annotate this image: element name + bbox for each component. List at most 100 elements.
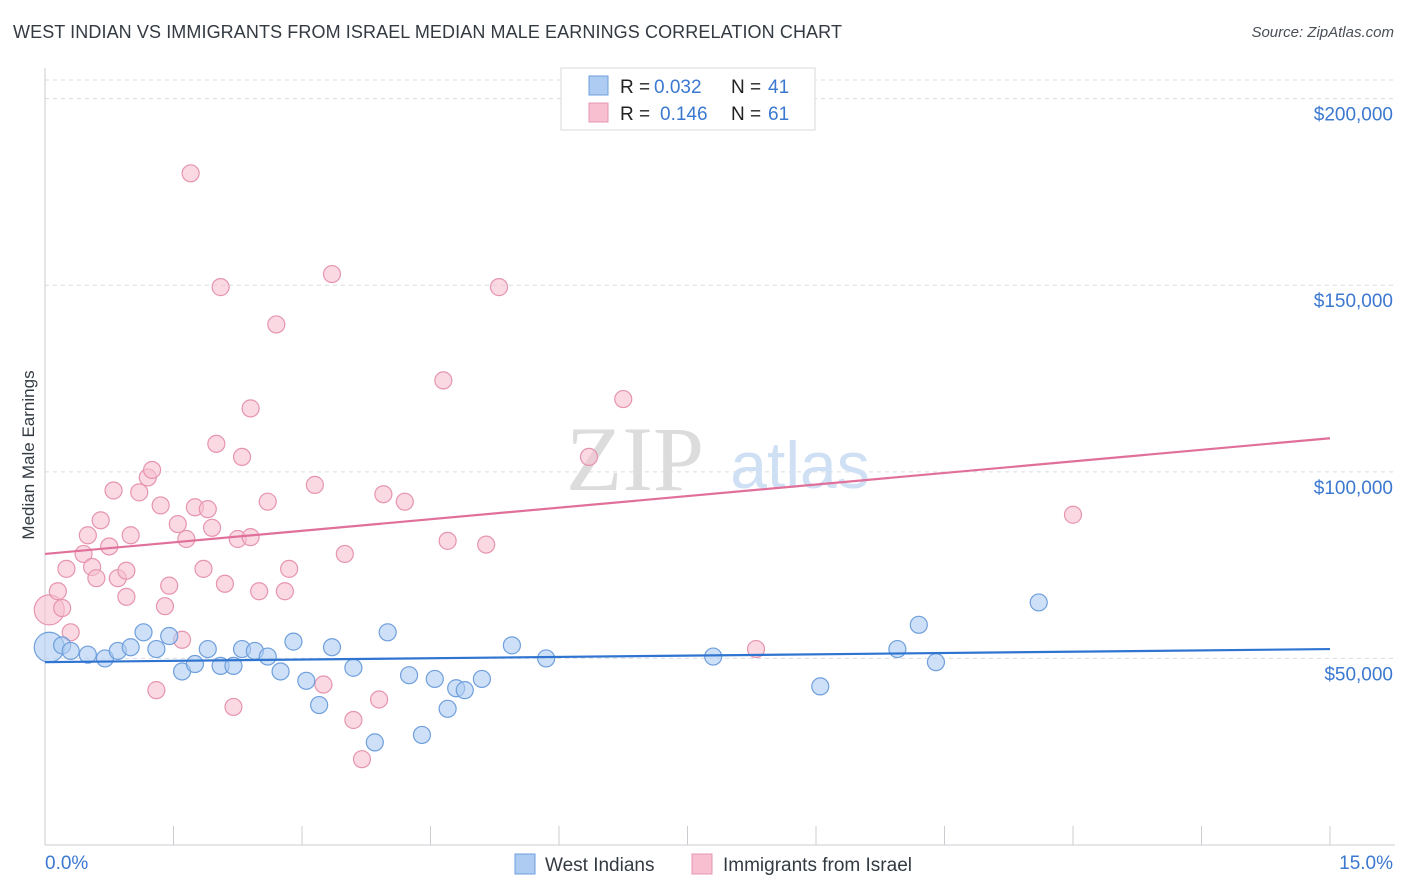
west-indians-point xyxy=(271,662,290,681)
legend-r-value-1: 0.032 xyxy=(654,77,702,98)
israel-point xyxy=(130,483,149,502)
west-indians-point xyxy=(365,733,384,752)
y-tick-label: $150,000 xyxy=(1314,291,1393,312)
israel-point xyxy=(151,496,170,515)
israel-point xyxy=(344,710,363,730)
israel-point xyxy=(275,582,294,601)
israel-point xyxy=(168,514,187,534)
israel-point xyxy=(280,559,299,578)
israel-point xyxy=(177,529,196,549)
israel-point xyxy=(322,264,342,284)
israel-point xyxy=(57,559,76,578)
israel-point xyxy=(211,278,230,297)
west-indians-point xyxy=(147,639,166,659)
west-indians-point xyxy=(1029,593,1048,612)
israel-point xyxy=(160,576,179,595)
y-tick-label: $200,000 xyxy=(1314,105,1393,126)
west-indians-point xyxy=(344,658,363,677)
israel-point xyxy=(489,278,509,297)
west-indians-point xyxy=(502,636,521,655)
legend-n-value-2: 61 xyxy=(768,104,789,125)
israel-point xyxy=(91,511,110,530)
israel-point xyxy=(194,559,213,578)
israel-point xyxy=(87,569,106,588)
legend-swatch-blue xyxy=(588,75,609,96)
israel-point xyxy=(142,460,162,480)
israel-point xyxy=(395,492,414,511)
west-indians-point xyxy=(160,626,179,646)
west-indians-point xyxy=(704,647,723,666)
israel-point xyxy=(352,750,372,769)
bottom-legend-swatch-blue xyxy=(514,853,536,875)
legend-n-label-1: N = xyxy=(731,77,761,98)
west-indians-point xyxy=(378,623,397,642)
legend-r-label-1: R = xyxy=(620,77,650,98)
israel-point xyxy=(215,574,234,593)
israel-point xyxy=(614,389,633,409)
west-indians-point xyxy=(537,649,556,668)
west-indians-point xyxy=(472,669,491,689)
israel-point xyxy=(438,531,457,550)
y-axis-label: Median Male Earnings xyxy=(19,370,38,539)
gridlines: $50,000 $100,000 $150,000 $200,000 xyxy=(45,79,1395,685)
west-indians-point xyxy=(399,666,419,685)
israel-point xyxy=(250,582,269,601)
trend-line-israel xyxy=(44,437,1331,556)
israel-point xyxy=(232,447,252,467)
series-legend: West Indians Immigrants from Israel xyxy=(514,853,912,876)
israel-point xyxy=(374,485,393,504)
west-indians-point xyxy=(185,654,205,674)
west-indians-point xyxy=(78,645,97,664)
israel-point xyxy=(100,537,119,556)
israel-point xyxy=(202,518,222,537)
israel-point xyxy=(434,371,453,390)
x-tick-label: 0.0% xyxy=(45,853,88,874)
legend-swatch-pink xyxy=(588,102,609,123)
israel-point xyxy=(746,639,766,659)
israel-point xyxy=(48,582,67,601)
israel-point xyxy=(53,598,72,618)
israel-point xyxy=(305,475,324,494)
bottom-legend-label-west-indians: West Indians xyxy=(545,855,654,876)
israel-point xyxy=(121,526,140,545)
israel-point xyxy=(241,399,260,418)
legend-r-label-2: R = xyxy=(620,104,650,125)
israel-point xyxy=(1063,505,1083,524)
correlation-legend: R = 0.032 N = 41 R = 0.146 N = 61 xyxy=(560,67,816,131)
israel-point xyxy=(258,492,277,511)
west-indians-point xyxy=(134,623,153,642)
legend-r-value-2: 0.146 xyxy=(660,104,708,125)
israel-point xyxy=(241,528,260,547)
israel-point xyxy=(117,561,136,580)
series-west-indians xyxy=(33,593,1048,752)
west-indians-point xyxy=(61,641,80,661)
israel-point xyxy=(147,681,166,700)
israel-point xyxy=(370,690,389,709)
israel-point xyxy=(117,587,136,606)
west-indians-point xyxy=(438,699,457,718)
israel-point xyxy=(335,544,354,564)
israel-point xyxy=(267,315,286,334)
israel-point xyxy=(314,675,333,694)
israel-point xyxy=(198,500,217,519)
west-indians-point xyxy=(425,669,444,689)
west-indians-point xyxy=(455,681,474,700)
israel-point xyxy=(61,623,80,642)
israel-point xyxy=(78,526,97,545)
y-tick-label: $50,000 xyxy=(1324,664,1393,685)
west-indians-point xyxy=(412,725,432,745)
west-indians-point xyxy=(322,638,342,657)
israel-point xyxy=(181,164,200,183)
west-indians-point xyxy=(310,695,329,715)
y-tick-label: $100,000 xyxy=(1314,478,1393,499)
west-indians-point xyxy=(198,639,217,659)
west-indians-point xyxy=(284,632,303,651)
israel-point xyxy=(207,434,226,453)
x-tick-label: 15.0% xyxy=(1339,853,1393,874)
axes: 0.0% 15.0% xyxy=(44,68,1395,874)
series-immigrants-from-israel xyxy=(33,164,1083,769)
israel-point xyxy=(104,481,123,500)
trend-lines xyxy=(44,437,1331,664)
west-indians-point xyxy=(224,656,243,675)
